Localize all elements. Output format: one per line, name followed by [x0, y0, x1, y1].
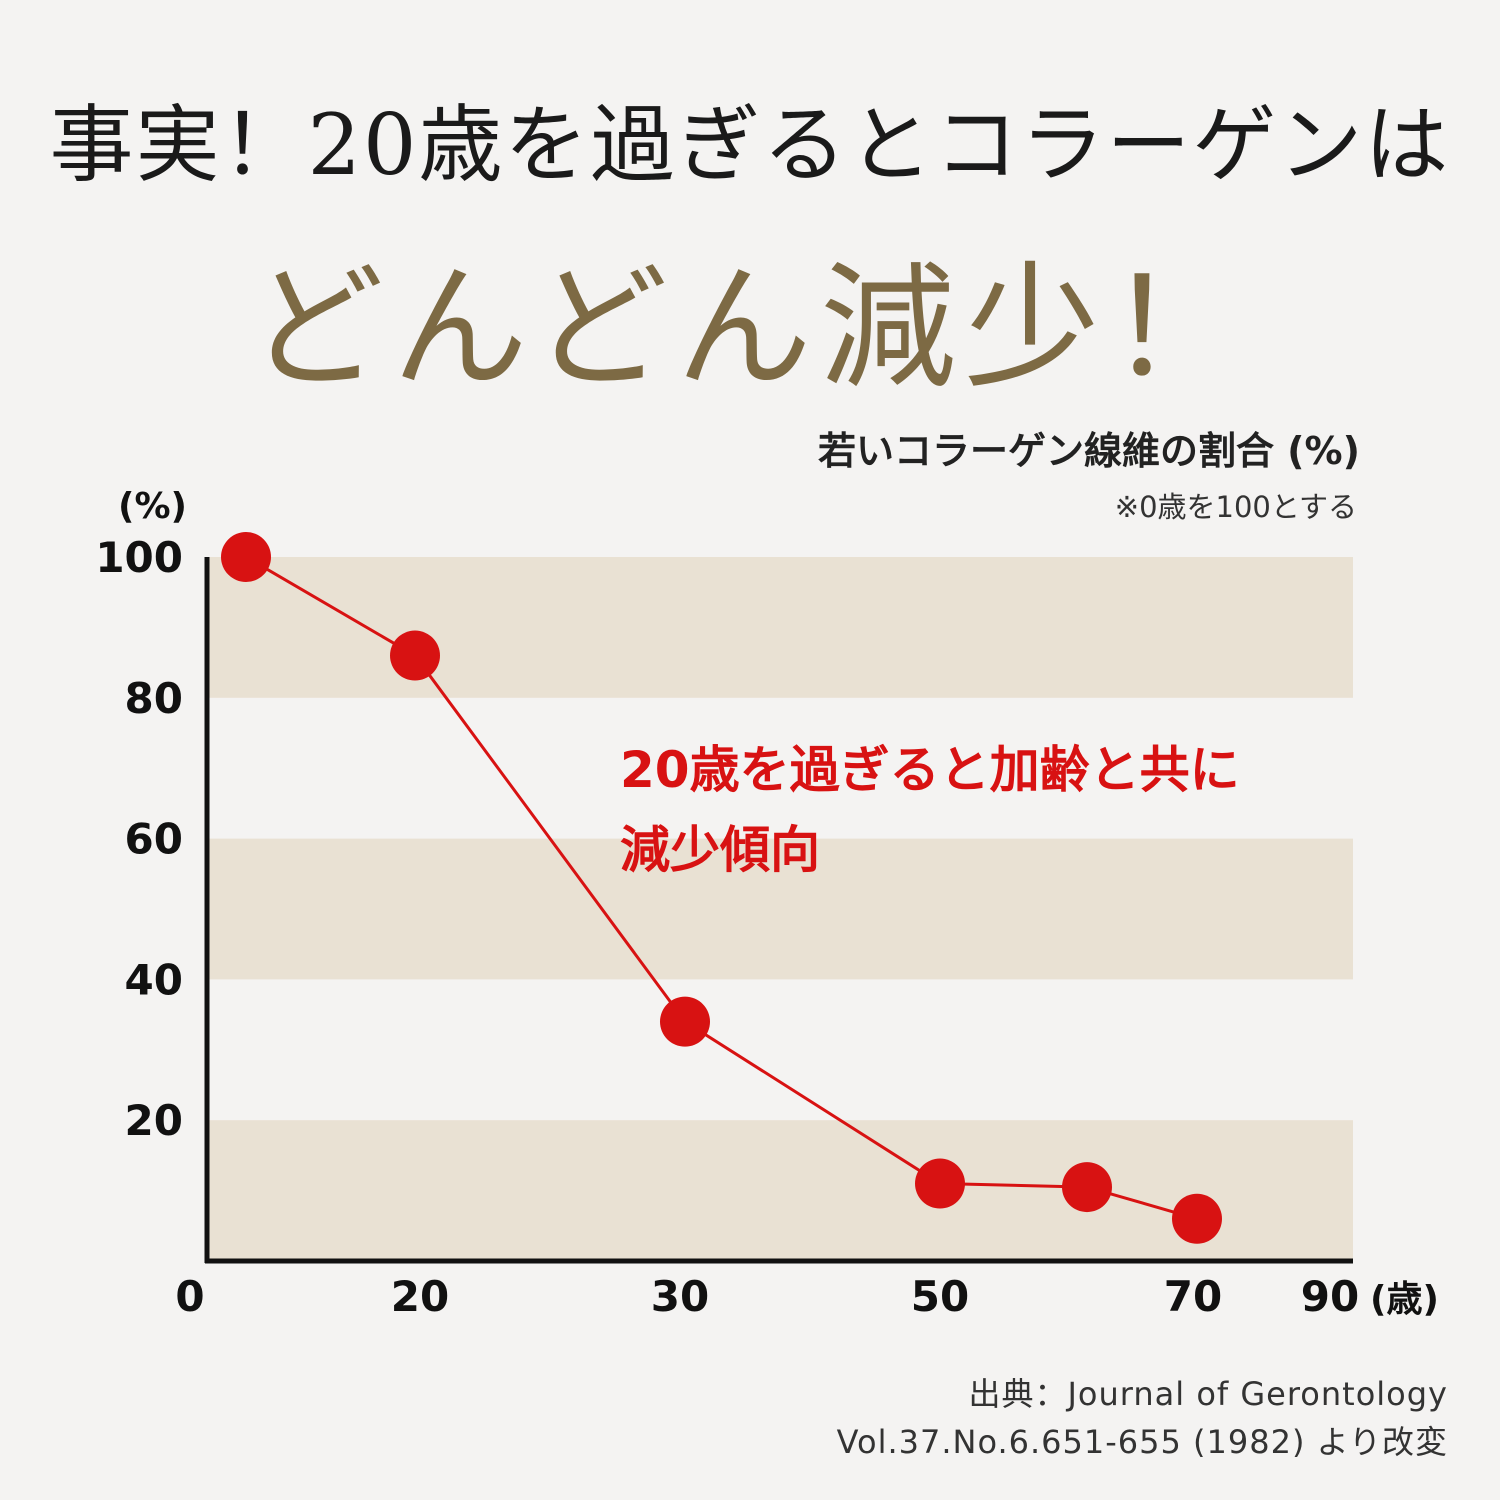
- x-tick-label: 0: [175, 1272, 204, 1321]
- chart-note: ※0歳を100とする: [1114, 490, 1357, 524]
- chart-band-0: [207, 557, 1353, 698]
- headline-line2: どんどん減少！: [248, 250, 1252, 408]
- source-line2: Vol.37.No.6.651-655 (1982) より改変: [836, 1423, 1448, 1461]
- source-line1: 出典：Journal of Gerontology: [968, 1375, 1448, 1413]
- y-axis-unit: (%): [118, 486, 187, 527]
- y-tick-label: 20: [125, 1096, 183, 1145]
- data-point: [1062, 1162, 1112, 1213]
- x-tick-label: 90: [1301, 1272, 1359, 1321]
- chart-callout: 20歳を過ぎると加齢と共に 減少傾向: [620, 730, 1240, 890]
- data-point: [221, 532, 271, 582]
- y-tick-label: 60: [125, 815, 183, 864]
- source-citation: 出典：Journal of Gerontology Vol.37.No.6.65…: [837, 1370, 1448, 1466]
- y-tick-label: 40: [125, 955, 183, 1004]
- chart-band-2: [207, 1120, 1353, 1261]
- callout-line1: 20歳を過ぎると加齢と共に: [620, 741, 1240, 799]
- headline-line1: 事実！20歳を過ぎるとコラーゲンは: [49, 96, 1451, 194]
- x-tick-label: 50: [911, 1272, 969, 1321]
- y-tick-label: 80: [125, 674, 183, 723]
- x-tick-label: 70: [1164, 1272, 1222, 1321]
- data-point: [915, 1158, 965, 1209]
- callout-line2: 減少傾向: [620, 821, 820, 879]
- data-point: [390, 630, 440, 681]
- data-point: [660, 996, 710, 1047]
- x-tick-label: 20: [391, 1272, 449, 1321]
- chart-subtitle: 若いコラーゲン線維の割合 (%): [817, 429, 1360, 473]
- x-axis-unit: (歳): [1370, 1279, 1439, 1320]
- chart-band-1: [207, 838, 1353, 980]
- data-point: [1172, 1193, 1222, 1244]
- x-tick-label: 30: [651, 1272, 709, 1321]
- y-tick-label: 100: [95, 533, 183, 582]
